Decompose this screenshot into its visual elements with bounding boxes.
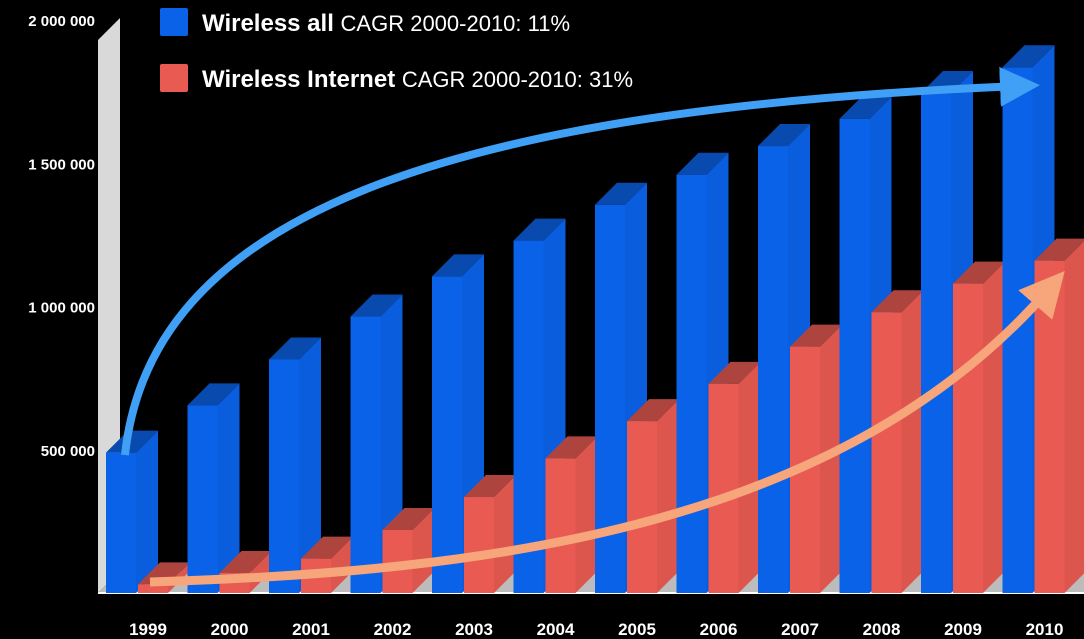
x-tick-label: 2007 — [781, 620, 819, 639]
x-tick-label: 2010 — [1026, 620, 1064, 639]
legend-swatch-wireless-internet — [160, 64, 188, 92]
bar-wireless-internet-2001-side — [331, 536, 353, 593]
x-tick-label: 2008 — [863, 620, 901, 639]
bar-wireless-all-2005-top — [595, 182, 647, 205]
bar-wireless-internet-2008 — [871, 312, 902, 593]
bar-wireless-all-2000-top — [187, 383, 240, 406]
bar-wireless-internet-2009-top — [953, 261, 1005, 284]
bar-wireless-internet-2002-top — [382, 507, 435, 530]
bar-wireless-all-2004-top — [513, 218, 566, 241]
bar-wireless-all-2002-top — [350, 294, 403, 317]
bar-wireless-internet-2003-top — [464, 475, 516, 498]
x-tick-label: 2003 — [455, 620, 493, 639]
legend-swatch-wireless-all — [160, 8, 188, 36]
bar-wireless-internet-2000-side — [249, 550, 272, 593]
bar-wireless-all-2001 — [269, 359, 299, 593]
bar-wireless-internet-2010-top — [1034, 238, 1084, 261]
bar-wireless-all-2000 — [187, 405, 218, 593]
bar-wireless-internet-2005-side — [657, 399, 679, 593]
bar-wireless-all-2000-side — [217, 383, 240, 593]
bar-wireless-all-2009 — [921, 93, 951, 594]
bar-wireless-internet-2005-top — [627, 399, 679, 422]
x-tick-label: 1999 — [129, 620, 167, 639]
bar-wireless-internet-1999 — [138, 584, 168, 593]
legend-note-wireless-all: CAGR 2000-2010: 11% — [340, 11, 571, 36]
bar-wireless-all-2001-top — [269, 337, 321, 360]
bar-wireless-all-2003 — [432, 276, 462, 593]
legend-item-wireless-internet: Wireless Internet CAGR 2000-2010: 31% — [160, 64, 633, 94]
y-tick-label: 500 000 — [41, 443, 95, 460]
bar-wireless-internet-2003-side — [494, 475, 516, 593]
bar-wireless-all-2010-top — [1002, 45, 1055, 68]
bar-wireless-internet-2004 — [545, 458, 576, 593]
x-tick-label: 2000 — [211, 620, 249, 639]
bar-wireless-all-2001-side — [299, 337, 321, 593]
bar-wireless-internet-2004-top — [545, 436, 598, 459]
x-tick-label: 2001 — [292, 620, 330, 639]
bar-wireless-internet-2008-side — [901, 290, 924, 593]
y-tick-label: 1 000 000 — [28, 300, 95, 317]
bar-wireless-all-2007 — [758, 146, 788, 593]
bar-wireless-all-2006 — [676, 174, 707, 593]
bar-wireless-internet-2009-side — [983, 261, 1005, 593]
bar-wireless-all-2006-top — [676, 152, 729, 175]
bar-wireless-internet-2002-side — [412, 507, 435, 593]
bar-wireless-internet-2004-side — [575, 436, 598, 593]
bar-wireless-internet-2006-top — [708, 361, 761, 384]
bar-wireless-internet-2010-side — [1064, 241, 1084, 593]
legend-item-wireless-all: Wireless all CAGR 2000-2010: 11% — [160, 8, 570, 38]
bar-wireless-internet-2007-side — [820, 324, 842, 593]
bar-wireless-all-1999-side — [136, 430, 158, 593]
arrow-wireless-internet — [149, 271, 1065, 587]
x-tick-label: 2009 — [944, 620, 982, 639]
bar-wireless-internet-2006 — [708, 383, 739, 593]
legend-label-wireless-all: Wireless all — [202, 10, 334, 37]
legend-label-wireless-internet: Wireless Internet — [202, 66, 396, 93]
x-tick-label: 2004 — [537, 620, 575, 639]
bar-wireless-internet-2006-side — [738, 361, 761, 593]
bar-wireless-internet-2010 — [1034, 260, 1065, 593]
bar-wireless-all-1999-top — [106, 430, 158, 453]
bar-wireless-all-2002 — [350, 316, 381, 593]
x-tick-label: 2002 — [374, 620, 412, 639]
bar-wireless-internet-2001-top — [301, 536, 353, 559]
arrow-wireless-all — [121, 66, 1040, 456]
bar-wireless-all-1999 — [106, 452, 136, 593]
x-tick-label: 2005 — [618, 620, 656, 639]
y-tick-label: 2 000 000 — [28, 13, 95, 30]
bar-wireless-internet-2000-top — [219, 550, 272, 573]
legend-note-wireless-internet: CAGR 2000-2010: 31% — [401, 67, 633, 92]
bar-wireless-internet-2005 — [627, 421, 657, 593]
bar-wireless-internet-2008-top — [871, 290, 924, 313]
x-tick-label: 2006 — [700, 620, 738, 639]
bar-wireless-all-2007-top — [758, 124, 810, 147]
bar-wireless-all-2008 — [839, 118, 870, 593]
bar-wireless-internet-2007-top — [790, 324, 842, 347]
bar-wireless-all-2008-top — [839, 96, 892, 119]
bar-wireless-all-2003-top — [432, 254, 484, 277]
bar-wireless-internet-2003 — [464, 497, 494, 593]
bar-wireless-all-2004 — [513, 240, 544, 594]
y-tick-label: 1 500 000 — [28, 156, 95, 173]
bar-wireless-internet-2009 — [953, 283, 983, 593]
